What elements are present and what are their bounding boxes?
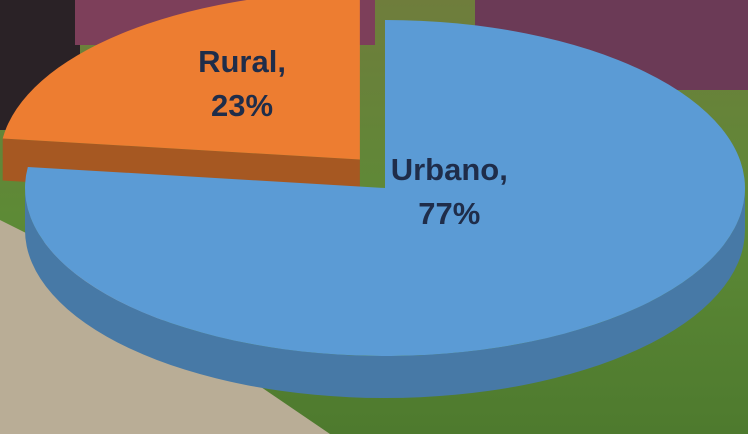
slice-side xyxy=(25,188,745,398)
slice-value-label: 23% xyxy=(211,88,273,123)
slice-value-label: 77% xyxy=(418,196,480,231)
slice-label: Rural, xyxy=(198,44,286,79)
pie-slice xyxy=(2,0,360,160)
pie xyxy=(2,0,745,398)
pie-slice xyxy=(24,20,745,356)
slice-label: Urbano, xyxy=(391,152,508,187)
